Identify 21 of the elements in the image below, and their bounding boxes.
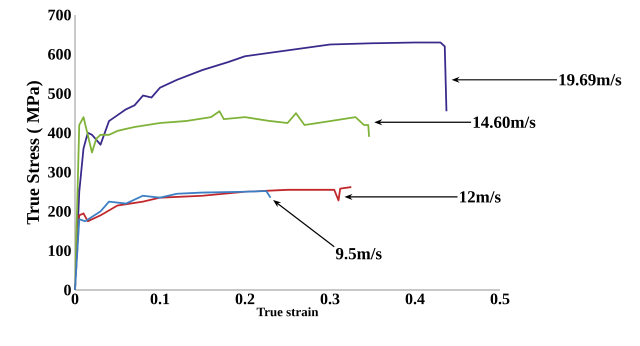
y-tick-label: 400 (48, 127, 71, 138)
x-tick-label: 0.5 (490, 294, 510, 304)
y-axis-title: True Stress ( MPa) (26, 81, 43, 224)
text: 19.69m/s (560, 74, 622, 86)
line-series (74, 190, 272, 291)
x-tick-label: 0.2 (236, 294, 254, 304)
text: 9.5m/s (336, 248, 382, 260)
x-tick-label: 0.4 (406, 294, 425, 304)
y-tick-label: 300 (48, 166, 71, 178)
text: 14.60m/s (474, 116, 536, 128)
x-axis-title: True strain (256, 307, 318, 316)
y-tick-label: 0 (64, 284, 71, 296)
y-tick-label: 600 (48, 48, 71, 60)
x-tick-label: 0.3 (320, 294, 340, 304)
x-tick-label: 0.1 (150, 294, 170, 304)
text: 12m/s (460, 191, 501, 203)
y-tick-label: 500 (48, 88, 71, 99)
y-tick-label: 100 (48, 245, 71, 256)
x-tick-label: 0 (72, 294, 78, 304)
y-tick-label: 200 (48, 206, 71, 217)
y-tick-label: 700 (48, 10, 71, 20)
